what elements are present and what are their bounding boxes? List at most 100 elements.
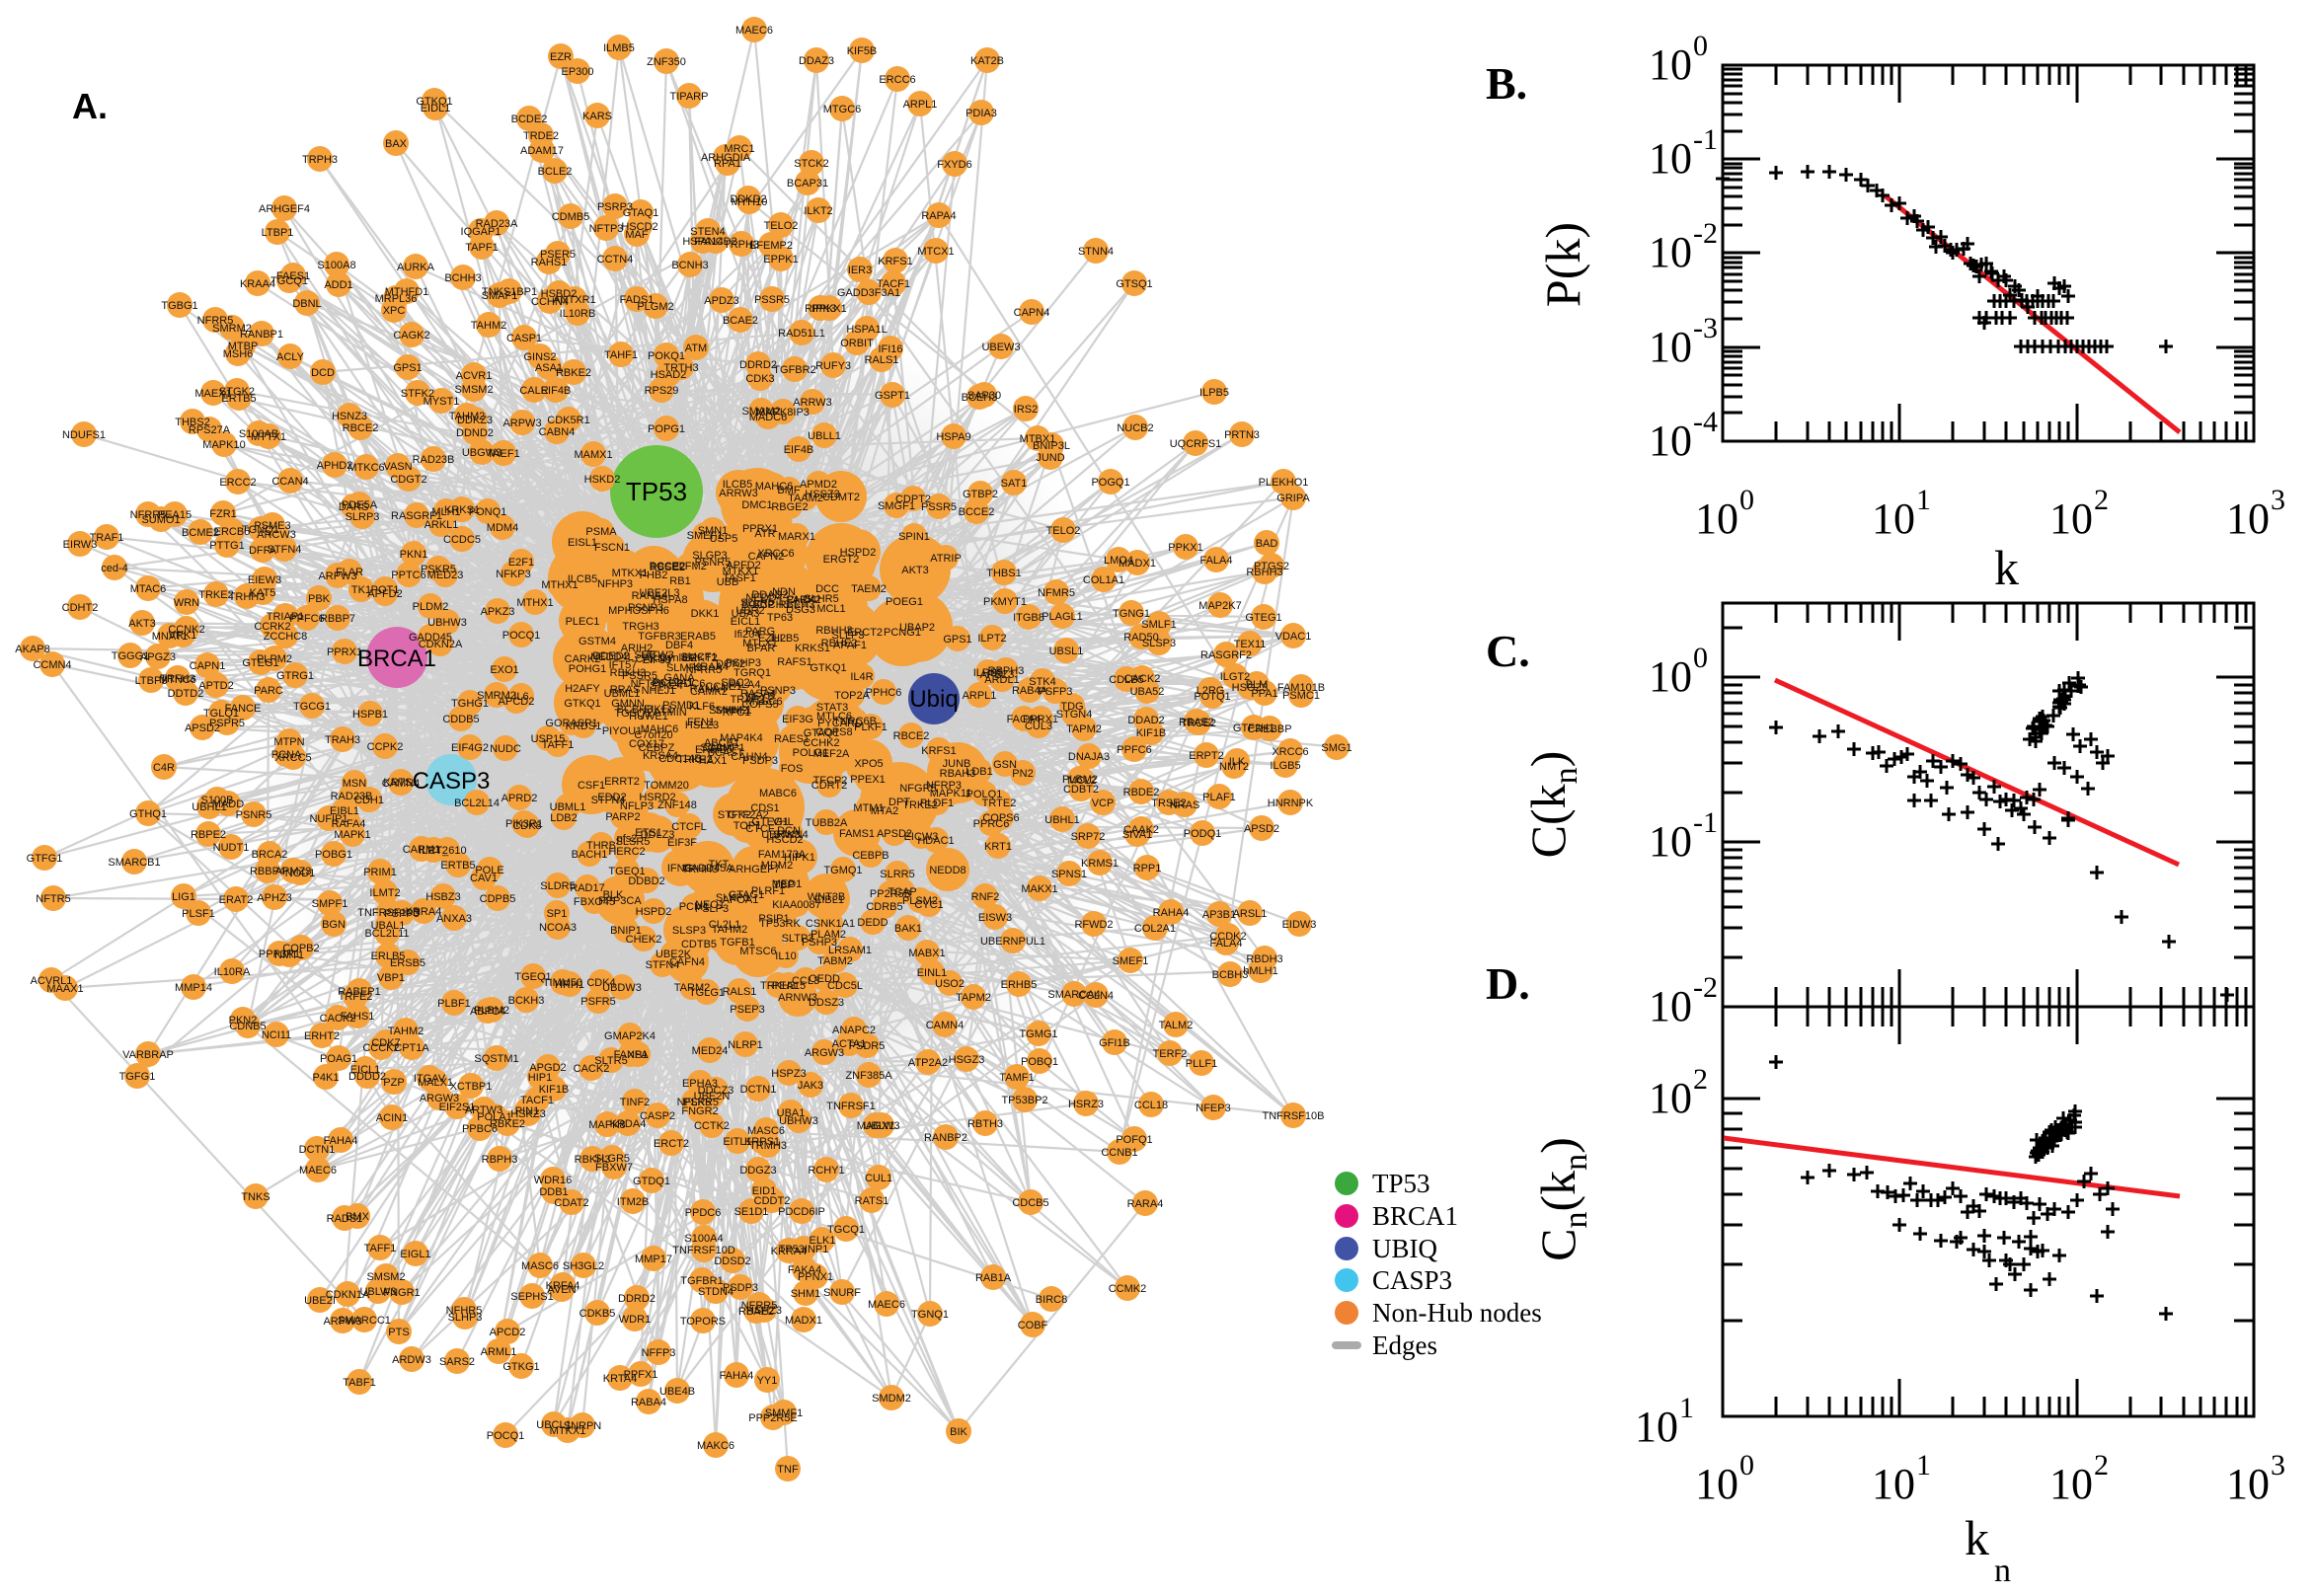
svg-text:10: 10	[2049, 494, 2093, 543]
svg-text:POLE: POLE	[475, 865, 503, 876]
svg-text:IFNG: IFNG	[667, 863, 693, 874]
svg-text:GTBP2: GTBP2	[963, 489, 998, 500]
svg-text:APCD2: APCD2	[499, 696, 535, 708]
svg-text:TGEQ1: TGEQ1	[514, 971, 551, 983]
svg-text:GTKQ1: GTKQ1	[810, 662, 846, 674]
svg-text:APSD2: APSD2	[877, 828, 912, 840]
svg-text:ACVRL1: ACVRL1	[31, 975, 73, 987]
svg-text:HSPA9: HSPA9	[936, 431, 970, 443]
svg-text:PSSR5: PSSR5	[622, 670, 657, 682]
svg-text:PLKF1: PLKF1	[854, 722, 888, 733]
svg-text:RBKE2: RBKE2	[490, 1118, 525, 1130]
svg-text:TRAH3: TRAH3	[325, 734, 360, 746]
svg-text:EIF2S1: EIF2S1	[439, 1102, 476, 1113]
svg-text:MTGC6: MTGC6	[823, 104, 862, 115]
svg-text:2: 2	[2094, 1449, 2109, 1482]
svg-text:PSHP3: PSHP3	[802, 937, 837, 949]
svg-text:NUDT1: NUDT1	[213, 842, 250, 854]
svg-text:CABN4: CABN4	[539, 426, 576, 438]
svg-text:PPFC6: PPFC6	[289, 613, 324, 625]
svg-text:MRC1: MRC1	[724, 143, 754, 155]
svg-text:TGNQ1: TGNQ1	[911, 1309, 949, 1321]
svg-text:hMLH1: hMLH1	[1243, 965, 1277, 977]
svg-text:TELO2: TELO2	[1046, 525, 1081, 537]
svg-text:10: 10	[1649, 1074, 1692, 1122]
svg-text:IFI16: IFI16	[878, 343, 902, 355]
svg-text:STGN4: STGN4	[1056, 709, 1093, 721]
svg-text:DKK1: DKK1	[691, 608, 720, 620]
svg-text:AURKA: AURKA	[397, 262, 435, 273]
svg-text:SLSP3: SLSP3	[1142, 638, 1176, 649]
svg-text:ILMB5: ILMB5	[603, 42, 635, 54]
svg-text:TRKE2: TRKE2	[902, 799, 937, 811]
svg-text:KRTS1: KRTS1	[383, 777, 418, 789]
svg-text:RATS1: RATS1	[855, 1195, 889, 1207]
svg-text:NUDC: NUDC	[490, 743, 521, 755]
svg-text:SAP30: SAP30	[967, 390, 1001, 402]
svg-text:RASGRF2: RASGRF2	[1200, 649, 1252, 661]
svg-text:PSKR5: PSKR5	[683, 1097, 719, 1108]
svg-text:TALM2: TALM2	[1159, 1020, 1194, 1031]
svg-text:MAPK11: MAPK11	[930, 788, 972, 799]
svg-text:EIRW3: EIRW3	[63, 539, 98, 551]
svg-text:EP300: EP300	[561, 66, 593, 78]
svg-text:APAF1: APAF1	[833, 640, 867, 651]
svg-text:10: 10	[1649, 817, 1692, 866]
svg-text:PKN2: PKN2	[229, 1015, 258, 1026]
svg-text:POFQ1: POFQ1	[1116, 1134, 1152, 1146]
svg-text:RBAE2: RBAE2	[738, 1306, 774, 1318]
svg-text:TRFE2: TRFE2	[339, 991, 373, 1003]
svg-text:FAM173A: FAM173A	[758, 849, 807, 861]
svg-text:HSBD2: HSBD2	[541, 288, 578, 300]
svg-text:COPS5: COPS5	[741, 699, 778, 711]
svg-text:ILPB5: ILPB5	[1199, 387, 1229, 399]
svg-text:HSPD2: HSPD2	[636, 906, 672, 918]
svg-text:POBG1: POBG1	[315, 849, 352, 861]
svg-text:CYC1: CYC1	[914, 899, 943, 911]
svg-text:SLHP3: SLHP3	[448, 1312, 483, 1324]
svg-text:MAGX1: MAGX1	[857, 1120, 895, 1132]
svg-text:UBR2: UBR2	[735, 605, 764, 617]
svg-text:TIMM50: TIMM50	[543, 977, 582, 989]
svg-text:CDCB5: CDCB5	[1012, 1197, 1048, 1209]
svg-text:PSNR5: PSNR5	[236, 809, 272, 821]
svg-text:APTD2: APTD2	[198, 680, 233, 692]
svg-text:CACK2: CACK2	[320, 1013, 356, 1025]
svg-text:PSDP3: PSDP3	[723, 1282, 758, 1294]
svg-text:SPIN1: SPIN1	[898, 531, 930, 543]
svg-text:TNFRSF10B: TNFRSF10B	[1263, 1110, 1325, 1122]
svg-text:10: 10	[1649, 323, 1692, 371]
svg-text:GTKQ1: GTKQ1	[416, 96, 452, 108]
svg-text:MLH1: MLH1	[431, 506, 460, 518]
svg-text:FAES1: FAES1	[276, 270, 310, 282]
svg-text:GADD45: GADD45	[409, 632, 452, 644]
svg-text:CCPK2: CCPK2	[367, 741, 404, 753]
svg-text:EIF3G: EIF3G	[782, 714, 813, 725]
svg-text:KRKS1: KRKS1	[795, 643, 830, 654]
svg-text:CARM1: CARM1	[403, 844, 441, 856]
svg-text:EICL1: EICL1	[731, 616, 761, 628]
svg-text:PLAF1: PLAF1	[1202, 792, 1236, 803]
svg-text:DFFA: DFFA	[249, 545, 277, 557]
svg-text:PLDF1: PLDF1	[920, 798, 954, 809]
svg-text:ACLY: ACLY	[276, 351, 305, 363]
svg-text:TGCQ1: TGCQ1	[827, 1224, 865, 1236]
svg-text:RAHA4: RAHA4	[1153, 907, 1190, 919]
svg-text:CAFN4: CAFN4	[669, 956, 705, 968]
svg-text:ANXA3: ANXA3	[436, 913, 472, 925]
svg-text:MAEX1: MAEX1	[194, 388, 231, 400]
svg-text:UBA3: UBA3	[732, 608, 760, 620]
svg-text:TAHF1: TAHF1	[604, 349, 638, 361]
svg-text:DEDD: DEDD	[857, 917, 888, 929]
svg-text:DDTD2: DDTD2	[168, 688, 204, 700]
svg-text:ERAB5: ERAB5	[680, 631, 716, 643]
svg-text:PPP3R1: PPP3R1	[259, 949, 300, 960]
svg-text:MDM2: MDM2	[761, 860, 793, 872]
svg-text:RANBP1: RANBP1	[240, 329, 283, 341]
svg-text:SMG1: SMG1	[1321, 742, 1351, 754]
svg-text:RPS29: RPS29	[645, 385, 679, 397]
svg-text:BCL2L14: BCL2L14	[454, 798, 500, 809]
svg-text:XRCC6: XRCC6	[1272, 746, 1308, 758]
svg-text:CHD4: CHD4	[787, 594, 816, 606]
svg-text:SLSR5: SLSR5	[616, 836, 651, 848]
